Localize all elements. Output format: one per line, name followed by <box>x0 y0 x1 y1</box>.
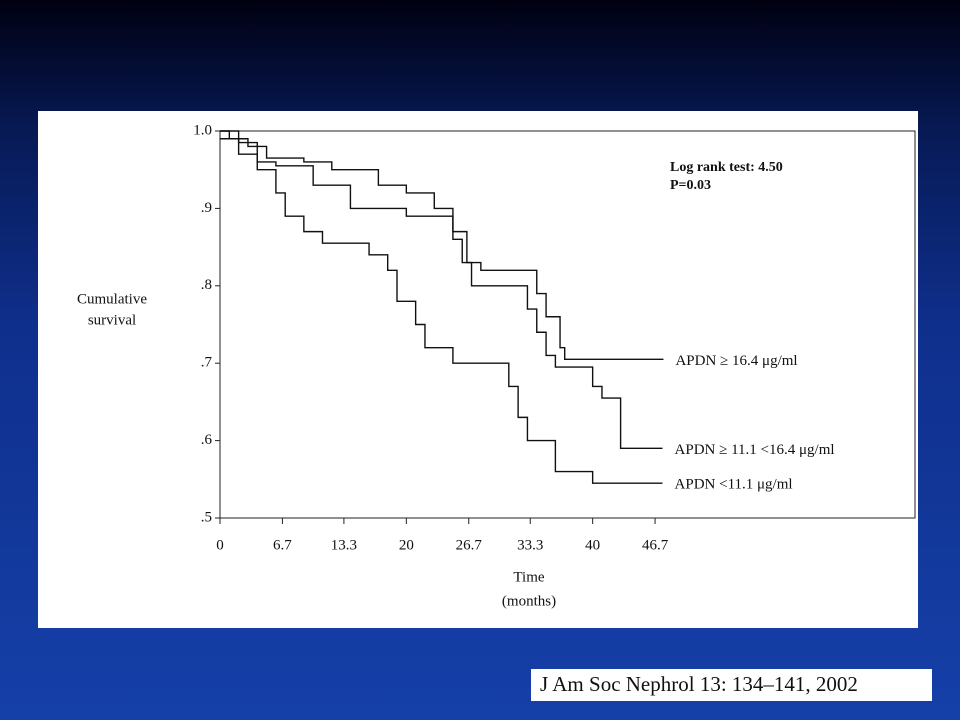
annotation: Log rank test: 4.50 <box>670 160 783 175</box>
x-tick-label: 13.3 <box>331 537 357 553</box>
series-label: APDN ≥ 11.1 <16.4 μg/ml <box>675 442 835 458</box>
series-label: APDN ≥ 16.4 μg/ml <box>675 353 797 369</box>
x-tick-label: 26.7 <box>456 537 483 553</box>
y-tick-label: .7 <box>201 355 213 371</box>
y-tick-label: .5 <box>201 509 212 525</box>
survival-curve <box>220 130 663 450</box>
plot-frame <box>219 130 916 519</box>
survival-curve <box>220 138 663 484</box>
citation: J Am Soc Nephrol 13: 134–141, 2002 <box>540 672 858 696</box>
x-tick-label: 0 <box>216 537 224 553</box>
y-axis-label: Cumulative <box>77 291 147 307</box>
annotation: P=0.03 <box>670 178 711 193</box>
x-tick-label: 20 <box>399 537 414 553</box>
x-axis-label: Time <box>513 569 544 585</box>
x-axis-label: (months) <box>502 593 556 609</box>
y-tick-label: 1.0 <box>193 122 212 138</box>
citation-box <box>531 669 932 701</box>
x-tick-label: 33.3 <box>517 537 543 553</box>
y-tick-label: .8 <box>201 277 212 293</box>
series-label: APDN <11.1 μg/ml <box>675 477 793 493</box>
y-tick-label: .6 <box>201 432 213 448</box>
y-axis-label: survival <box>88 312 136 328</box>
x-tick-label: 40 <box>585 537 600 553</box>
x-tick-label: 46.7 <box>642 537 669 553</box>
x-tick-label: 6.7 <box>273 537 292 553</box>
y-tick-label: .9 <box>201 200 212 216</box>
chart-panel <box>38 111 918 628</box>
survival-curve <box>220 130 664 361</box>
